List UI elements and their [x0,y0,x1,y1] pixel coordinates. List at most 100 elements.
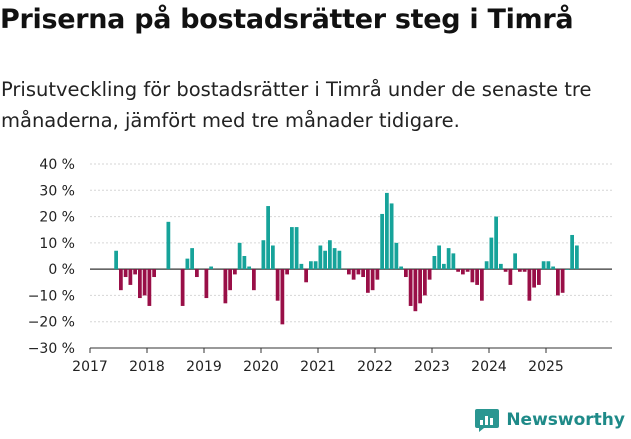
bar [442,263,446,270]
bar [147,269,152,306]
bar [470,269,475,283]
y-tick-label: 40 % [39,157,75,173]
newsworthy-logo-icon [475,409,500,432]
bar [233,269,237,275]
x-tick-label: 2019 [186,359,222,375]
newsworthy-brand[interactable]: Newsworthy [474,405,625,435]
bar [337,250,342,270]
y-tick-label: 20 % [39,210,75,226]
bar [185,258,190,270]
bar [166,221,171,270]
bar [228,269,232,291]
bar [489,237,494,270]
bar [399,266,403,270]
bar [456,269,460,272]
bar [223,269,228,304]
bar [280,269,285,325]
bar [518,269,522,272]
bar [465,269,470,272]
bar [209,266,213,270]
bar [275,269,280,301]
bar [451,253,456,270]
bar [494,216,498,270]
bar [261,240,266,270]
bar [180,269,185,306]
brand-name: Newsworthy [506,410,625,430]
bar [142,269,147,296]
x-tick-label: 2017 [72,359,108,375]
bar [556,269,560,296]
bar [503,269,508,272]
bar [204,269,209,299]
bar [247,266,251,270]
bar [237,242,242,270]
bar [475,269,479,285]
bar [418,269,422,304]
bar [375,269,380,280]
bar [361,269,365,278]
bar [114,250,118,270]
x-tick-label: 2018 [129,359,165,375]
bar [546,261,551,270]
bar [413,269,418,312]
bar [484,261,489,270]
bar [285,269,289,275]
bar [522,269,527,272]
x-tick-label: 2025 [528,359,564,375]
annotation-label: 9 % [578,0,605,4]
x-tick-label: 2024 [471,359,507,375]
bar [266,206,270,270]
annotations: 9 % [578,0,605,4]
bar [252,269,256,291]
bar [480,269,484,301]
bar [565,269,570,270]
bar [190,248,194,270]
bars [114,192,579,325]
bar [570,234,574,270]
y-tick-label: 0 % [48,262,75,278]
bar [508,269,513,285]
bar [133,269,137,275]
bar [152,269,156,278]
bar [366,269,370,293]
x-tick-label: 2020 [243,359,279,375]
bar [513,253,517,270]
bar [541,261,546,270]
bar [328,240,332,270]
bar [299,263,304,270]
bar [404,269,408,278]
bar [294,227,299,270]
y-tick-label: −20 % [28,315,75,331]
bar [332,248,337,270]
bar [427,269,432,280]
bar [290,227,294,270]
bar [437,245,441,270]
bar [408,269,413,306]
y-axis: −30 % −20 % −10 % 0 % 10 % 20 % 30 % 40 % [28,157,75,357]
bar [323,250,327,270]
bar [271,245,275,270]
bar-chart: −30 %−20 %−10 %0 %10 %20 %30 %40 % 2017 2… [28,0,612,375]
bar [309,261,313,270]
x-axis: 2017 2018 2019 2020 2021 2022 2023 2024 2025 [72,347,612,375]
bar [551,266,555,270]
bar [351,269,356,280]
bar [432,256,437,270]
bar [304,269,308,283]
bar [318,245,323,270]
y-tick-label: 10 % [39,236,75,252]
bar [423,269,427,296]
chart-title: Priserna på bostadsrätter steg i Timrå [0,4,574,35]
bar [527,269,532,301]
bar [537,269,541,285]
bar [356,269,361,275]
bar [446,248,451,270]
bar [380,213,384,270]
bar [560,269,565,293]
bar [138,269,142,299]
x-tick-label: 2021 [300,359,336,375]
bar [313,261,318,270]
x-tick-label: 2023 [414,359,450,375]
bar [499,263,503,270]
bar [394,242,399,270]
